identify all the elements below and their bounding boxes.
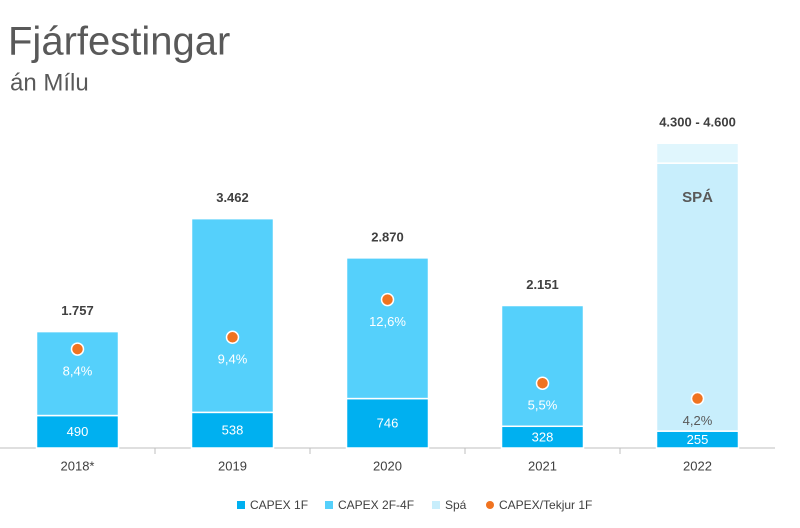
legend-marker <box>325 501 333 509</box>
bar-segment <box>345 257 430 400</box>
x-tick-label: 2019 <box>218 458 247 473</box>
legend-label: Spá <box>445 498 467 512</box>
total-label: 3.462 <box>216 190 249 205</box>
bar-value-label: 538 <box>222 423 244 438</box>
bar-value-label: 490 <box>67 424 89 439</box>
total-label: 4.300 - 4.600 <box>659 115 736 130</box>
ratio-label: 8,4% <box>63 364 93 379</box>
legend-marker <box>432 501 440 509</box>
total-label: 2.151 <box>526 277 559 292</box>
legend-marker <box>237 501 245 509</box>
ratio-dot <box>535 376 550 390</box>
bar-segment <box>345 397 430 449</box>
ratio-dot <box>380 292 395 307</box>
bar-segment <box>35 414 120 449</box>
annotation: SPÁ <box>682 189 713 206</box>
forecast-range <box>655 142 740 164</box>
bar-value-label: 255 <box>687 432 709 447</box>
legend-label: CAPEX 2F-4F <box>338 498 414 512</box>
ratio-label: 9,4% <box>218 352 248 367</box>
x-tick-label: 2021 <box>528 458 557 473</box>
bar-value-label: 328 <box>532 430 554 445</box>
legend-marker <box>486 501 494 509</box>
ratio-label: 5,5% <box>528 398 558 413</box>
ratio-label: 4,2% <box>683 413 713 428</box>
ratio-label: 12,6% <box>369 314 406 329</box>
ratio-dot <box>690 391 705 406</box>
bar-segment <box>190 217 275 414</box>
ratio-dot <box>225 330 240 345</box>
chart-title: Fjárfestingar <box>8 20 230 64</box>
legend-label: CAPEX 1F <box>250 498 308 512</box>
total-label: 1.757 <box>61 303 94 318</box>
x-tick-label: 2020 <box>373 458 402 473</box>
bar-segment <box>500 304 585 428</box>
chart-subtitle: án Mílu <box>10 69 89 96</box>
bar-value-label: 746 <box>377 416 399 431</box>
x-tick-label: 2022 <box>683 458 712 473</box>
legend-label: CAPEX/Tekjur 1F <box>499 498 592 512</box>
x-tick-label: 2018* <box>61 458 95 473</box>
total-label: 2.870 <box>371 229 404 244</box>
bar-segment <box>190 411 275 449</box>
ratio-dot <box>70 342 85 356</box>
